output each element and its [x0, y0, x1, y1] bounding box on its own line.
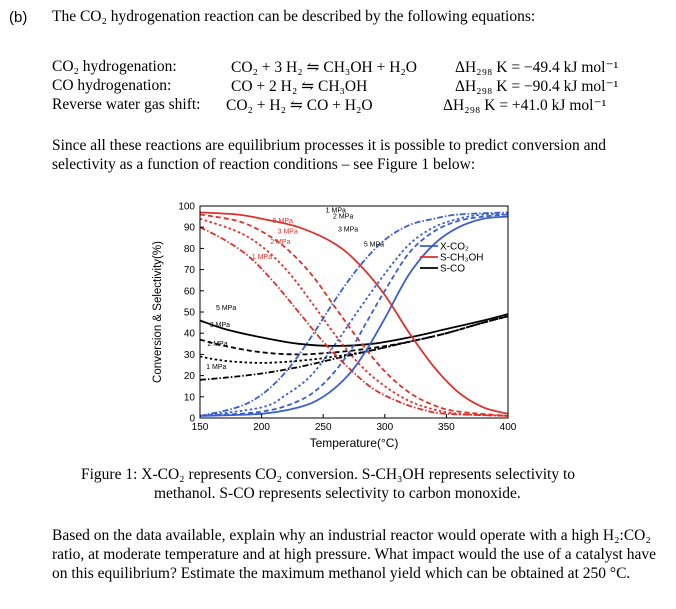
- pressure-label: 2 MPa: [207, 341, 227, 348]
- y-tick-label: 90: [184, 223, 196, 234]
- pressure-label: 3 MPa: [338, 226, 358, 233]
- series-line-s-ch3oh-5mpa: [200, 211, 508, 415]
- reaction-3-equation: CO₂ + H₂ ⇋ CO + H₂O: [226, 97, 373, 114]
- y-axis-label: Conversion & Selectivity(%): [152, 241, 164, 383]
- plot-frame: [199, 205, 509, 419]
- series-line-x-co2-5mpa: [200, 215, 508, 417]
- series-line-x-co2-2mpa: [200, 213, 508, 417]
- conversion-selectivity-chart: 0 10 20 30 40 50 60 70 80 90 100 150 200 250 300 350 400…: [152, 202, 517, 451]
- reaction-1-name: CO₂ hydrogenation:: [52, 58, 177, 75]
- x-tick-label: 200: [253, 422, 270, 433]
- y-tick-label: 50: [184, 308, 196, 319]
- reaction-3-name: Reverse water gas shift:: [52, 96, 201, 113]
- figure-caption-line-1: Figure 1: X-CO₂ represents CO₂ conversio…: [81, 466, 576, 483]
- y-tick-label: 20: [184, 371, 196, 382]
- series-line-s-co-2mpa: [200, 315, 508, 364]
- since-paragraph: Since all these reactions are equilibriu…: [52, 137, 606, 173]
- y-tick-label: 100: [178, 202, 195, 213]
- pressure-label: 2 MPa: [270, 239, 290, 246]
- x-tick-label: 300: [376, 422, 393, 433]
- series-line-s-co-1mpa: [200, 315, 508, 381]
- series-line-x-co2-1mpa: [200, 211, 508, 417]
- question-paragraph: Based on the data available, explain why…: [52, 527, 656, 582]
- x-tick-label: 250: [315, 422, 332, 433]
- pressure-label: 5 MPa: [216, 305, 236, 312]
- legend-entry: X-CO₂: [440, 242, 469, 253]
- reaction-2-name: CO hydrogenation:: [52, 77, 172, 94]
- reaction-2-equation: CO + 2 H₂ ⇋ CH₃OH: [231, 78, 368, 95]
- reaction-1-equation: CO₂ + 3 H₂ ⇋ CH₃OH + H₂O: [231, 59, 417, 76]
- y-tick-label: 30: [184, 350, 196, 361]
- y-tick-label: 0: [189, 414, 195, 425]
- pressure-label: 1 MPa: [206, 364, 226, 371]
- series-line-s-co-3mpa: [200, 315, 508, 356]
- pressure-label: 5 MPa: [273, 218, 293, 225]
- series-line-x-co2-3mpa: [200, 213, 508, 417]
- y-tick-label: 60: [184, 286, 196, 297]
- series-line-s-ch3oh-2mpa: [200, 217, 508, 417]
- y-tick-label: 80: [184, 244, 196, 255]
- pressure-label: 1 MPa: [326, 207, 346, 214]
- x-tick-label: 350: [438, 422, 455, 433]
- series-line-s-co-5mpa: [200, 313, 508, 347]
- part-label: (b): [9, 9, 28, 26]
- x-tick-label: 150: [192, 422, 209, 433]
- y-tick-label: 40: [184, 329, 196, 340]
- x-tick-label: 400: [500, 422, 517, 433]
- series-line-s-ch3oh-3mpa: [200, 213, 508, 417]
- series-line-s-ch3oh-1mpa: [200, 226, 508, 417]
- y-tick-label: 70: [184, 265, 196, 276]
- figure-caption-line-2: methanol. S-CO represents selectivity to…: [154, 485, 521, 502]
- intro-text: The CO₂ hydrogenation reaction can be de…: [52, 8, 536, 25]
- pressure-label: 1 MPa: [252, 254, 272, 261]
- pressure-label: 3 MPa: [278, 229, 298, 236]
- pressure-label: 2 MPa: [333, 214, 353, 221]
- pressure-label: 3 MPa: [210, 322, 230, 329]
- x-axis-label: Temperature(°C): [310, 436, 399, 450]
- reaction-3-enthalpy: ΔH₂₉₈ K = +41.0 kJ mol⁻¹: [443, 97, 607, 114]
- legend-entry: S-CH₃OH: [440, 253, 484, 264]
- pressure-label: 5 MPa: [364, 241, 384, 248]
- y-tick-label: 10: [184, 392, 196, 403]
- reaction-2-enthalpy: ΔH₂₉₈ K = −90.4 kJ mol⁻¹: [455, 78, 619, 95]
- legend-entry: S-CO: [440, 264, 465, 275]
- reaction-1-enthalpy: ΔH₂₉₈ K = −49.4 kJ mol⁻¹: [455, 59, 619, 76]
